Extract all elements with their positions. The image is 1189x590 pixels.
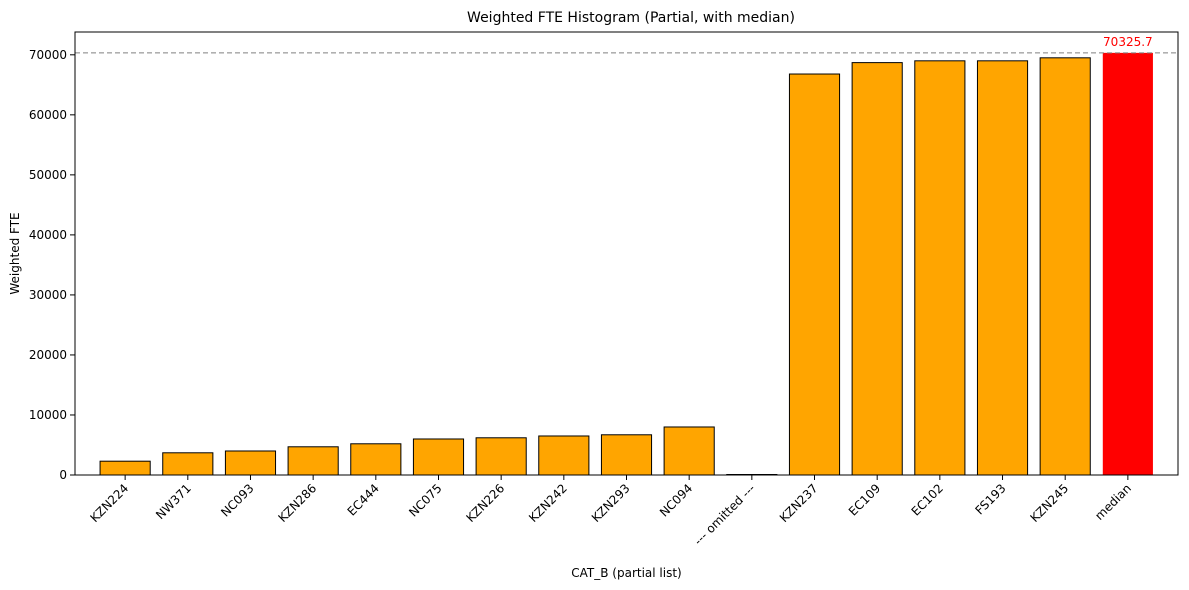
y-axis-label: Weighted FTE (8, 212, 22, 294)
bar (350, 443, 402, 476)
bar (162, 452, 214, 476)
bar (663, 426, 715, 476)
x-tick-label: EC109 (846, 481, 883, 518)
x-tick-label: KZN237 (777, 481, 821, 525)
bar (538, 435, 590, 476)
bar (976, 60, 1029, 476)
y-tick-label: 40000 (29, 228, 67, 242)
x-axis: KZN224 NW371 NC093 KZN286 EC444 NC075 KZN226 KZ… (87, 475, 1134, 548)
x-tick-label: FS193 (972, 481, 1008, 517)
y-axis: 0 10000 20000 30000 40000 50000 60000 70000 (29, 48, 75, 482)
x-tick-label: NW371 (153, 481, 194, 522)
x-axis-label: CAT_B (partial list) (571, 566, 681, 580)
x-tick-label: median (1092, 481, 1134, 523)
y-tick-label: 10000 (29, 408, 67, 422)
x-tick-label: KZN242 (526, 481, 570, 525)
bar (475, 437, 527, 476)
x-tick-label: EC444 (345, 481, 382, 518)
x-tick-label: KZN286 (275, 481, 319, 525)
x-tick-label: NC093 (218, 481, 256, 519)
chart-title: Weighted FTE Histogram (Partial, with me… (467, 10, 795, 26)
y-tick-label: 50000 (29, 168, 67, 182)
x-tick-label: KZN224 (87, 481, 131, 525)
bar-median (1102, 52, 1153, 475)
y-tick-label: 70000 (29, 48, 67, 62)
x-tick-label: KZN293 (589, 481, 633, 525)
y-tick-label: 20000 (29, 348, 67, 362)
bar (412, 438, 465, 476)
bar (600, 434, 653, 476)
x-tick-label: EC102 (909, 481, 946, 518)
x-tick-label: --- omitted --- (691, 481, 758, 548)
bar (851, 62, 903, 476)
bars (99, 52, 1153, 476)
bar (224, 450, 277, 476)
y-tick-label: 30000 (29, 288, 67, 302)
bar (788, 73, 841, 476)
bar (287, 446, 339, 476)
y-tick-label: 0 (59, 468, 67, 482)
bar (99, 460, 151, 476)
x-tick-label: NC075 (406, 481, 444, 519)
bar (914, 60, 966, 476)
bar (1039, 57, 1091, 476)
x-tick-label: KZN245 (1027, 481, 1071, 525)
x-tick-label: KZN226 (463, 481, 507, 525)
median-value-annotation: 70325.7 (1103, 35, 1153, 49)
y-tick-label: 60000 (29, 108, 67, 122)
x-tick-label: NC094 (657, 481, 695, 519)
plot-frame (74, 31, 1179, 476)
